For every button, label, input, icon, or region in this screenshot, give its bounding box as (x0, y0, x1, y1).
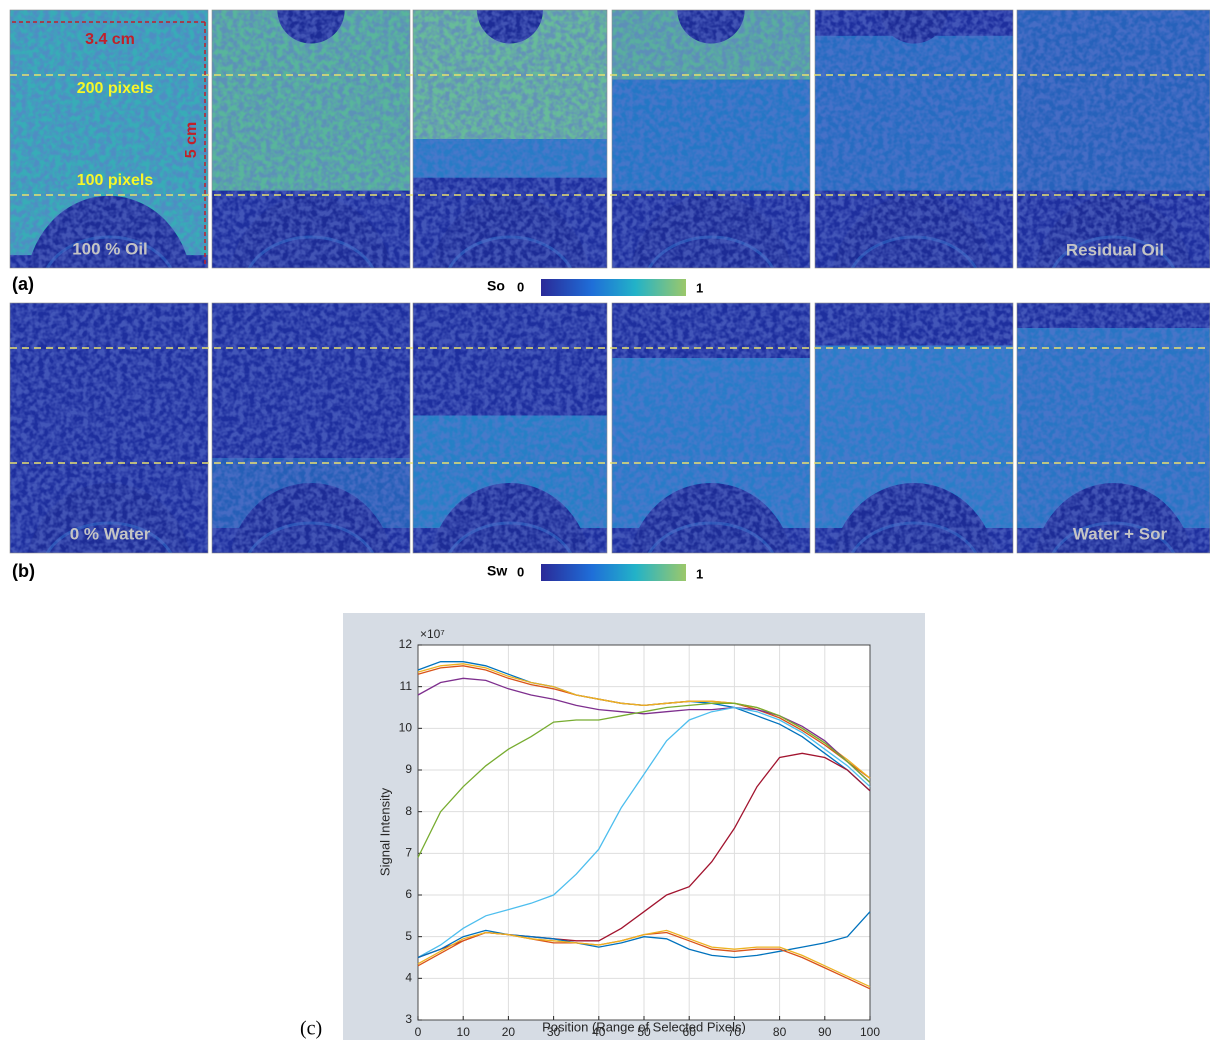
texture (10, 303, 208, 553)
image-panel (413, 10, 607, 268)
image-panel (413, 303, 607, 553)
x-tick-label: 10 (457, 1025, 471, 1039)
panel-label: (a) (12, 274, 34, 294)
series-line (417, 702, 871, 858)
x-tick-label: 70 (728, 1025, 742, 1039)
texture (1017, 10, 1210, 268)
colorbar-max: 1 (696, 566, 703, 581)
panel-border (1016, 302, 1210, 554)
y-axis-label: Signal Intensity (377, 787, 392, 876)
x-tick-label: 30 (547, 1025, 561, 1039)
texture (612, 10, 810, 268)
line-label: 200 pixels (77, 80, 154, 97)
caption: 100 % Oil (72, 239, 148, 258)
image-panel (612, 303, 810, 553)
y-multiplier: ×10⁷ (420, 627, 445, 641)
x-tick-label: 40 (592, 1025, 606, 1039)
colorbar-min: 0 (517, 564, 524, 579)
image-panel (1017, 10, 1210, 268)
y-tick-label: 8 (405, 804, 412, 818)
x-axis-label: Position (Range of Selected Pixels) (542, 1019, 746, 1034)
caption: Residual Oil (1066, 240, 1164, 259)
y-tick-label: 4 (405, 971, 412, 985)
y-tick-label: 10 (399, 721, 413, 735)
y-tick-label: 12 (399, 637, 413, 651)
x-tick-label: 50 (637, 1025, 651, 1039)
texture (212, 10, 410, 268)
texture (815, 303, 1013, 553)
texture (212, 303, 410, 553)
x-tick-label: 80 (773, 1025, 787, 1039)
panel-label: (c) (300, 1018, 322, 1040)
series-line (417, 911, 871, 959)
panel-border (1016, 9, 1210, 269)
texture (10, 10, 208, 268)
y-tick-label: 5 (405, 929, 412, 943)
image-panel (10, 10, 208, 268)
image-panel (815, 10, 1013, 268)
texture (815, 10, 1013, 268)
colorbar-name: So (487, 278, 505, 294)
image-panel (10, 303, 208, 553)
height-label: 5 cm (183, 122, 200, 158)
image-panel (815, 303, 1013, 553)
colorbar-min: 0 (517, 279, 524, 294)
width-label: 3.4 cm (85, 31, 135, 48)
image-panel (212, 303, 410, 553)
y-tick-label: 3 (405, 1012, 412, 1026)
texture (413, 303, 607, 553)
image-panel (612, 10, 810, 268)
x-tick-label: 60 (683, 1025, 697, 1039)
panel-border (9, 302, 209, 554)
caption: 0 % Water (70, 524, 151, 543)
y-tick-label: 11 (400, 679, 413, 693)
line-label: 100 pixels (77, 172, 154, 189)
texture (612, 303, 810, 553)
plot-frame (417, 644, 871, 1021)
panel-border (412, 9, 608, 269)
texture (413, 10, 607, 268)
panel-border (412, 302, 608, 554)
image-panel (1017, 303, 1210, 553)
series-line (417, 706, 871, 959)
y-tick-label: 6 (405, 887, 412, 901)
y-tick-label: 9 (405, 762, 412, 776)
x-tick-label: 20 (502, 1025, 516, 1039)
series-line (417, 677, 871, 783)
panel-border (814, 302, 1014, 554)
x-tick-label: 0 (415, 1025, 422, 1039)
panel-label: (b) (12, 561, 35, 581)
image-panel (212, 10, 410, 268)
texture (1017, 303, 1210, 553)
y-tick-label: 7 (405, 846, 412, 860)
panel-border (9, 9, 209, 269)
series-line (417, 929, 871, 988)
panel-border (211, 302, 411, 554)
colorbar-name: Sw (487, 563, 507, 579)
x-tick-label: 90 (818, 1025, 832, 1039)
panel-border (611, 9, 811, 269)
colorbar (541, 279, 686, 296)
panel-border (211, 9, 411, 269)
caption: Water + Sor (1073, 524, 1168, 543)
panel-border (611, 302, 811, 554)
panel-border (814, 9, 1014, 269)
x-tick-label: 100 (860, 1025, 880, 1039)
colorbar (541, 564, 686, 581)
colorbar-max: 1 (696, 280, 703, 295)
